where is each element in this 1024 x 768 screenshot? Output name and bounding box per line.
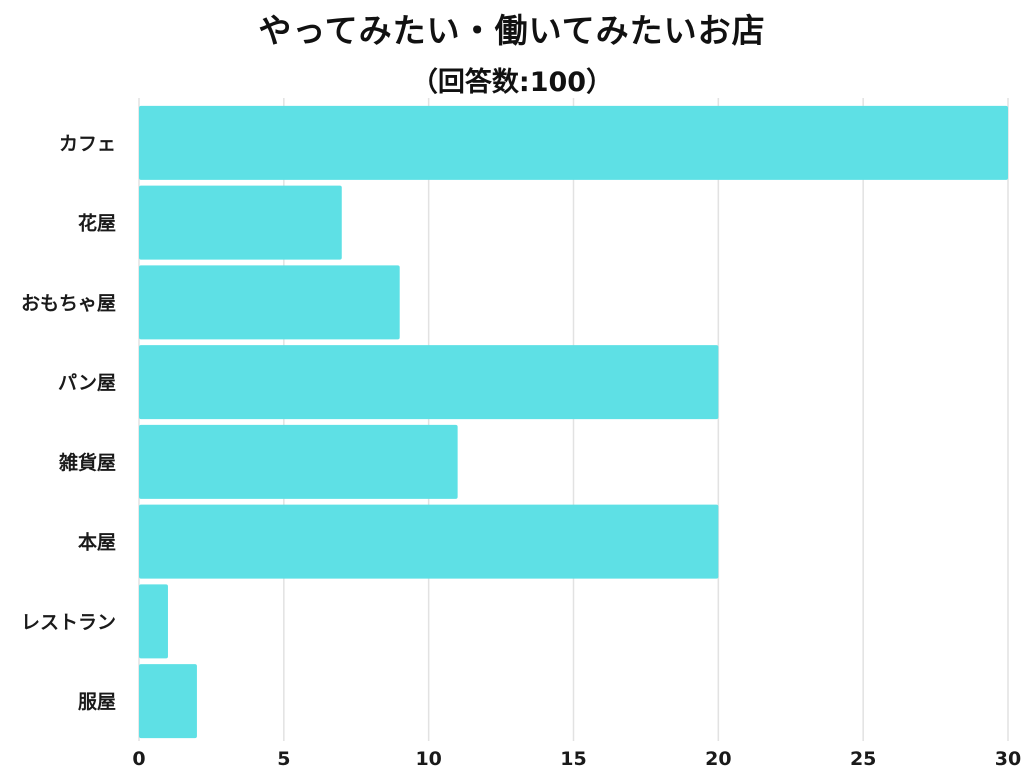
category-label-3: パン屋 bbox=[58, 372, 116, 394]
x-tick-label-1: 5 bbox=[277, 748, 290, 768]
bar-6 bbox=[139, 584, 168, 659]
bar-4 bbox=[139, 424, 458, 499]
x-tick-label-3: 15 bbox=[560, 748, 586, 768]
category-label-5: 本屋 bbox=[78, 531, 116, 554]
bar-0 bbox=[139, 105, 1008, 180]
category-label-4: 雑貨屋 bbox=[58, 451, 116, 474]
category-label-1: 花屋 bbox=[78, 212, 116, 235]
bar-3 bbox=[139, 345, 719, 420]
bar-5 bbox=[139, 504, 719, 579]
x-tick-label-2: 10 bbox=[415, 748, 441, 768]
category-label-7: 服屋 bbox=[78, 691, 116, 713]
x-tick-label-6: 30 bbox=[995, 748, 1021, 768]
category-label-0: カフェ bbox=[59, 133, 116, 155]
x-tick-label-0: 0 bbox=[132, 748, 145, 768]
x-tick-label-4: 20 bbox=[705, 748, 731, 768]
x-tick-labels: 0 5 10 15 20 25 30 bbox=[132, 748, 1021, 768]
bars bbox=[139, 105, 1008, 739]
bar-7 bbox=[139, 664, 197, 739]
bar-2 bbox=[139, 265, 400, 340]
bar-1 bbox=[139, 185, 342, 260]
category-label-2: おもちゃ屋 bbox=[21, 292, 116, 314]
category-label-6: レストラン bbox=[21, 611, 116, 633]
chart-subtitle: （回答数:100） bbox=[410, 67, 614, 98]
x-tick-label-5: 25 bbox=[850, 748, 876, 768]
chart-title: やってみたい・働いてみたいお店 bbox=[258, 11, 766, 50]
